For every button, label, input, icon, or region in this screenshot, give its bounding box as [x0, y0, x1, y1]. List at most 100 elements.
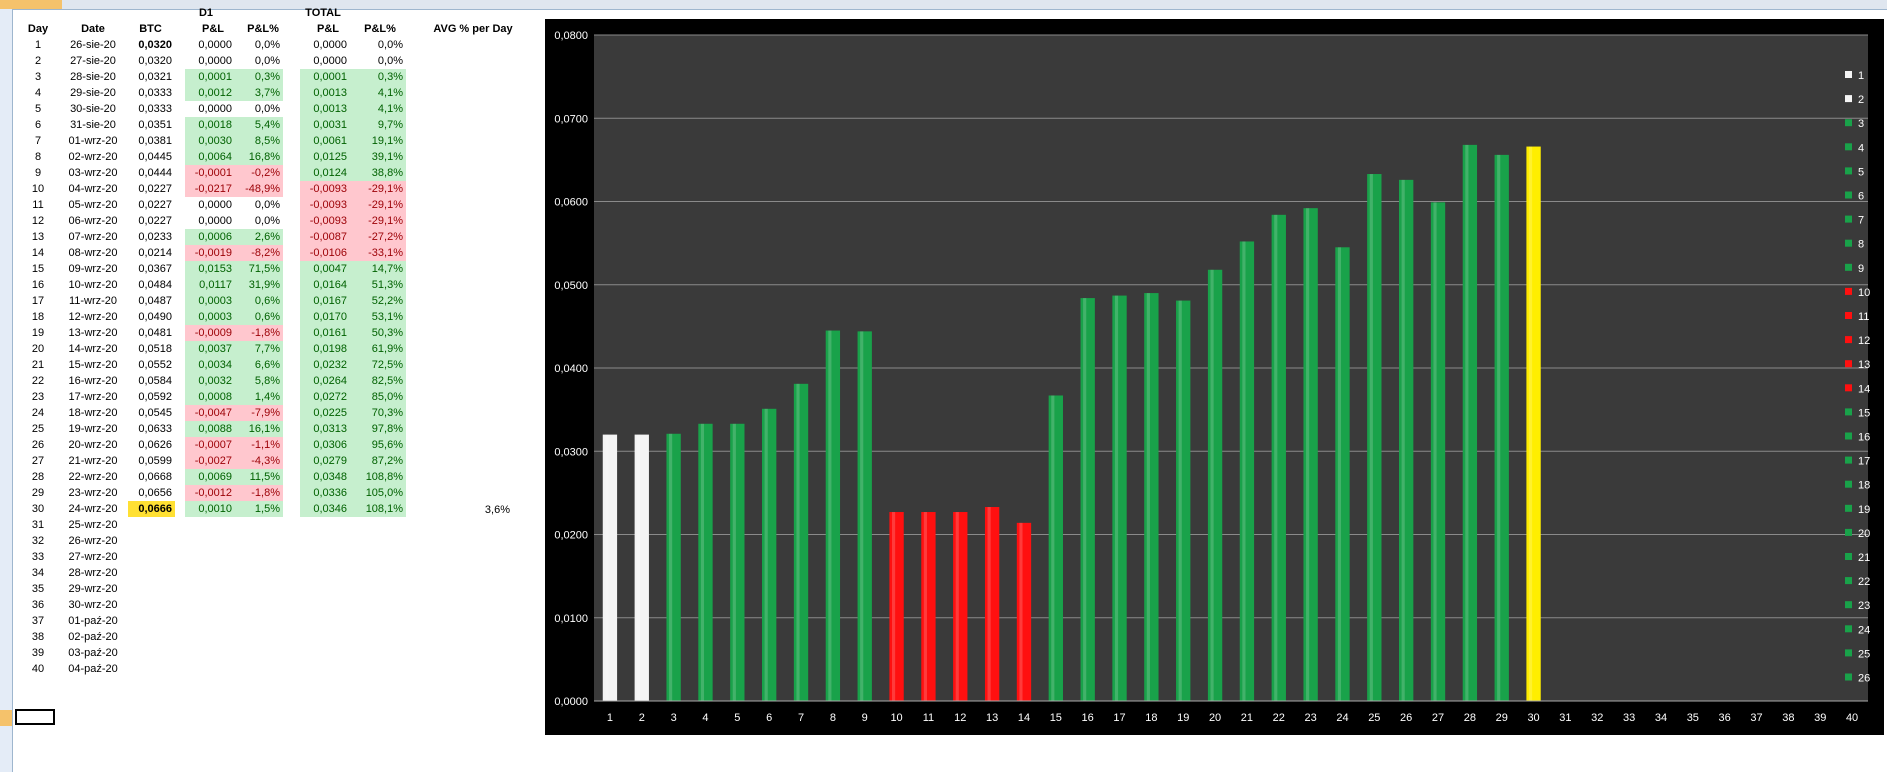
- d1-plpct-cell[interactable]: -48,9%: [235, 181, 283, 197]
- btc-cell[interactable]: 0,0227: [138, 199, 172, 211]
- total-pl-cell[interactable]: 0,0336: [300, 485, 350, 501]
- day-cell[interactable]: 10: [31, 183, 45, 195]
- total-plpct-cell[interactable]: 19,1%: [350, 133, 406, 149]
- day-cell[interactable]: 4: [34, 87, 42, 99]
- date-cell[interactable]: 09-wrz-20: [68, 263, 118, 275]
- btc-cell[interactable]: 0,0484: [138, 279, 172, 291]
- d1-plpct-cell[interactable]: -1,1%: [235, 437, 283, 453]
- total-pl-cell[interactable]: 0,0225: [300, 405, 350, 421]
- btc-cell[interactable]: 0,0367: [138, 263, 172, 275]
- d1-pl-cell[interactable]: 0,0153: [185, 261, 235, 277]
- d1-pl-cell[interactable]: 0,0018: [185, 117, 235, 133]
- date-cell[interactable]: 31-sie-20: [70, 119, 116, 131]
- day-cell[interactable]: 35: [31, 583, 45, 595]
- date-cell[interactable]: 15-wrz-20: [68, 359, 118, 371]
- date-cell[interactable]: 24-wrz-20: [68, 503, 118, 515]
- day-cell[interactable]: 18: [31, 311, 45, 323]
- btc-cell[interactable]: 0,0668: [138, 471, 172, 483]
- day-cell[interactable]: 7: [34, 135, 42, 147]
- total-pl-cell[interactable]: 0,0124: [300, 165, 350, 181]
- day-cell[interactable]: 19: [31, 327, 45, 339]
- total-pl-cell[interactable]: -0,0093: [300, 197, 350, 213]
- d1-pl-cell[interactable]: 0,0000: [198, 215, 232, 227]
- date-cell[interactable]: 06-wrz-20: [68, 215, 118, 227]
- total-pl-cell[interactable]: 0,0125: [300, 149, 350, 165]
- date-cell[interactable]: 14-wrz-20: [68, 343, 118, 355]
- day-cell[interactable]: 27: [31, 455, 45, 467]
- d1-pl-cell[interactable]: 0,0064: [185, 149, 235, 165]
- day-cell[interactable]: 2: [34, 55, 42, 67]
- total-plpct-cell[interactable]: 52,2%: [350, 293, 406, 309]
- btc-cell[interactable]: 0,0490: [138, 311, 172, 323]
- d1-pl-cell[interactable]: -0,0019: [185, 245, 235, 261]
- date-cell[interactable]: 03-paź-20: [68, 647, 118, 659]
- d1-pl-cell[interactable]: 0,0034: [185, 357, 235, 373]
- btc-cell[interactable]: 0,0626: [138, 439, 172, 451]
- day-cell[interactable]: 1: [34, 39, 42, 51]
- total-plpct-cell[interactable]: 105,0%: [350, 485, 406, 501]
- btc-cell[interactable]: 0,0233: [138, 231, 172, 243]
- d1-plpct-cell[interactable]: 1,4%: [235, 389, 283, 405]
- date-cell[interactable]: 26-sie-20: [70, 39, 116, 51]
- date-cell[interactable]: 04-wrz-20: [68, 183, 118, 195]
- btc-cell[interactable]: 0,0333: [138, 103, 172, 115]
- total-pl-cell[interactable]: 0,0001: [300, 69, 350, 85]
- d1-plpct-cell[interactable]: -4,3%: [235, 453, 283, 469]
- d1-pl-cell[interactable]: -0,0001: [185, 165, 235, 181]
- day-cell[interactable]: 22: [31, 375, 45, 387]
- day-cell[interactable]: 14: [31, 247, 45, 259]
- d1-plpct-cell[interactable]: 31,9%: [235, 277, 283, 293]
- date-cell[interactable]: 11-wrz-20: [68, 295, 118, 307]
- total-pl-cell[interactable]: 0,0348: [300, 469, 350, 485]
- total-plpct-cell[interactable]: 61,9%: [350, 341, 406, 357]
- d1-plpct-cell[interactable]: 0,6%: [235, 309, 283, 325]
- day-cell[interactable]: 23: [31, 391, 45, 403]
- date-cell[interactable]: 30-wrz-20: [68, 599, 118, 611]
- btc-cell[interactable]: 0,0321: [138, 71, 172, 83]
- d1-plpct-cell[interactable]: -7,9%: [235, 405, 283, 421]
- day-cell[interactable]: 5: [34, 103, 42, 115]
- day-cell[interactable]: 12: [31, 215, 45, 227]
- total-plpct-cell[interactable]: 53,1%: [350, 309, 406, 325]
- day-cell[interactable]: 39: [31, 647, 45, 659]
- btc-cell[interactable]: 0,0333: [138, 87, 172, 99]
- btc-cell[interactable]: 0,0214: [138, 247, 172, 259]
- d1-plpct-cell[interactable]: 6,6%: [235, 357, 283, 373]
- date-cell[interactable]: 17-wrz-20: [68, 391, 118, 403]
- d1-pl-cell[interactable]: -0,0009: [185, 325, 235, 341]
- day-cell[interactable]: 28: [31, 471, 45, 483]
- d1-pl-cell[interactable]: 0,0000: [198, 199, 232, 211]
- d1-pl-cell[interactable]: 0,0037: [185, 341, 235, 357]
- date-cell[interactable]: 07-wrz-20: [68, 231, 118, 243]
- total-pl-cell[interactable]: 0,0264: [300, 373, 350, 389]
- d1-pl-cell[interactable]: -0,0047: [185, 405, 235, 421]
- total-plpct-cell[interactable]: 85,0%: [350, 389, 406, 405]
- day-cell[interactable]: 32: [31, 535, 45, 547]
- day-cell[interactable]: 9: [34, 167, 42, 179]
- total-plpct-cell[interactable]: 70,3%: [350, 405, 406, 421]
- d1-pl-cell[interactable]: 0,0008: [185, 389, 235, 405]
- d1-plpct-cell[interactable]: -0,2%: [235, 165, 283, 181]
- d1-plpct-cell[interactable]: 8,5%: [235, 133, 283, 149]
- date-cell[interactable]: 22-wrz-20: [68, 471, 118, 483]
- btc-cell[interactable]: 0,0666: [128, 501, 175, 517]
- btc-cell[interactable]: 0,0227: [138, 215, 172, 227]
- date-cell[interactable]: 18-wrz-20: [68, 407, 118, 419]
- total-pl-cell[interactable]: 0,0013: [300, 101, 350, 117]
- day-cell[interactable]: 21: [31, 359, 45, 371]
- total-plpct-cell[interactable]: 87,2%: [350, 453, 406, 469]
- d1-plpct-cell[interactable]: -1,8%: [235, 325, 283, 341]
- total-pl-cell[interactable]: -0,0106: [300, 245, 350, 261]
- day-cell[interactable]: 17: [31, 295, 45, 307]
- date-cell[interactable]: 04-paź-20: [68, 663, 118, 675]
- total-pl-cell[interactable]: -0,0087: [300, 229, 350, 245]
- d1-pl-cell[interactable]: 0,0001: [185, 69, 235, 85]
- d1-plpct-cell[interactable]: 5,8%: [235, 373, 283, 389]
- date-cell[interactable]: 28-wrz-20: [68, 567, 118, 579]
- d1-plpct-cell[interactable]: 2,6%: [235, 229, 283, 245]
- d1-pl-cell[interactable]: -0,0012: [185, 485, 235, 501]
- d1-pl-cell[interactable]: -0,0007: [185, 437, 235, 453]
- day-cell[interactable]: 24: [31, 407, 45, 419]
- d1-plpct-cell[interactable]: 0,0%: [254, 199, 280, 211]
- date-cell[interactable]: 27-sie-20: [70, 55, 116, 67]
